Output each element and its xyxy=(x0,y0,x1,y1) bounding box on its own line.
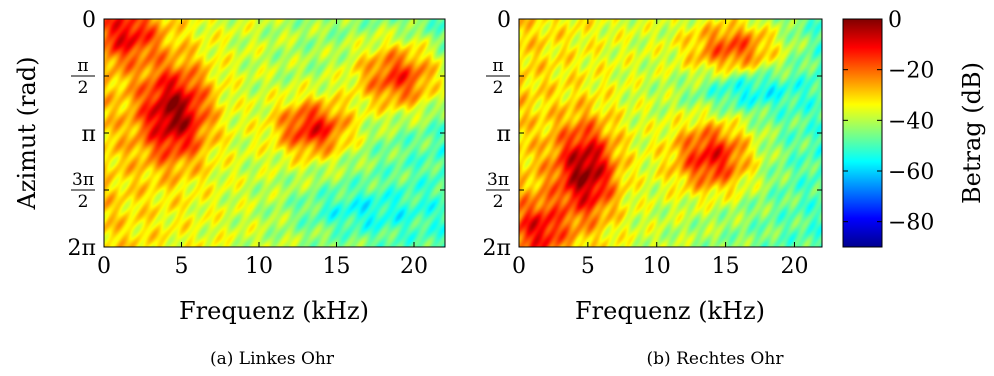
x-tick-label: 0 xyxy=(97,254,111,279)
heatmap-right-ear xyxy=(519,19,822,247)
y-tick-label: 2π xyxy=(68,236,96,261)
y-tick-label: 0 xyxy=(82,8,96,33)
caption-left: (a) Linkes Ohr xyxy=(210,349,335,369)
heatmap-left-ear xyxy=(104,19,445,247)
colorbar-tick-label: 0 xyxy=(888,8,902,33)
x-tick-label: 15 xyxy=(712,254,740,279)
colorbar-tick-label: −20 xyxy=(888,59,934,84)
y-tick-label-numerator: π xyxy=(77,56,88,76)
y-tick-label: π xyxy=(82,122,96,147)
colorbar-gradient xyxy=(843,19,882,247)
x-tick-label: 5 xyxy=(175,254,189,279)
x-axis-label-left: Frequenz (kHz) xyxy=(179,297,369,325)
caption-right: (b) Rechtes Ohr xyxy=(647,349,785,369)
y-tick-label-numerator: 3π xyxy=(487,170,509,190)
y-tick-label-denominator: 2 xyxy=(78,192,89,212)
x-tick-label: 10 xyxy=(643,254,671,279)
colorbar-ticks: 0 −20 −40 −60 −80 xyxy=(843,8,934,236)
x-tick-label: 20 xyxy=(400,254,428,279)
y-tick-label-denominator: 2 xyxy=(78,78,89,98)
colorbar-frame xyxy=(842,18,883,248)
y-tick-label-denominator: 2 xyxy=(493,78,504,98)
colorbar-tick-label: −60 xyxy=(888,160,934,185)
x-tick-label: 15 xyxy=(323,254,351,279)
y-axis-label: Azimut (rad) xyxy=(13,56,41,210)
y-tick-label-numerator: π xyxy=(492,56,503,76)
y-tick-label-denominator: 2 xyxy=(493,192,504,212)
x-tick-label: 10 xyxy=(245,254,273,279)
y-tick-label: π xyxy=(497,122,511,147)
y-tick-label: 0 xyxy=(497,8,511,33)
x-tick-label: 20 xyxy=(780,254,808,279)
colorbar: 0 −20 −40 −60 −80 Betrag (dB) xyxy=(842,8,986,248)
colorbar-tick-label: −40 xyxy=(888,109,934,134)
y-tick-label: 2π xyxy=(483,236,511,261)
colorbar-label: Betrag (dB) xyxy=(958,62,986,204)
x-axis-label-right: Frequenz (kHz) xyxy=(575,297,765,325)
colorbar-tick-label: −80 xyxy=(888,211,934,236)
y-tick-label-numerator: 3π xyxy=(72,170,94,190)
x-tick-label: 0 xyxy=(512,254,526,279)
x-tick-label: 5 xyxy=(581,254,595,279)
